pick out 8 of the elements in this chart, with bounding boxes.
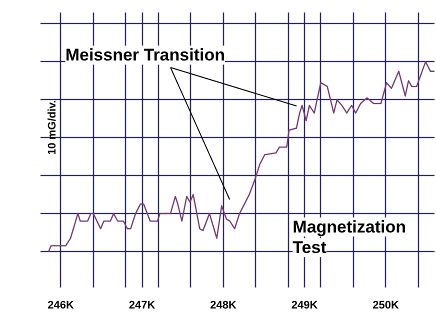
- x-tick-label: 247K: [128, 300, 156, 312]
- x-tick-label: 248K: [210, 300, 236, 312]
- x-tick-label: 250K: [372, 300, 399, 312]
- y-axis-title: 10 mG/div.: [46, 100, 58, 155]
- annotation: Meissner Transition: [65, 46, 225, 65]
- annotation: Magnetization Test: [292, 218, 406, 258]
- x-tick-label: 246K: [48, 300, 74, 312]
- x-tick-label: 249K: [291, 300, 318, 312]
